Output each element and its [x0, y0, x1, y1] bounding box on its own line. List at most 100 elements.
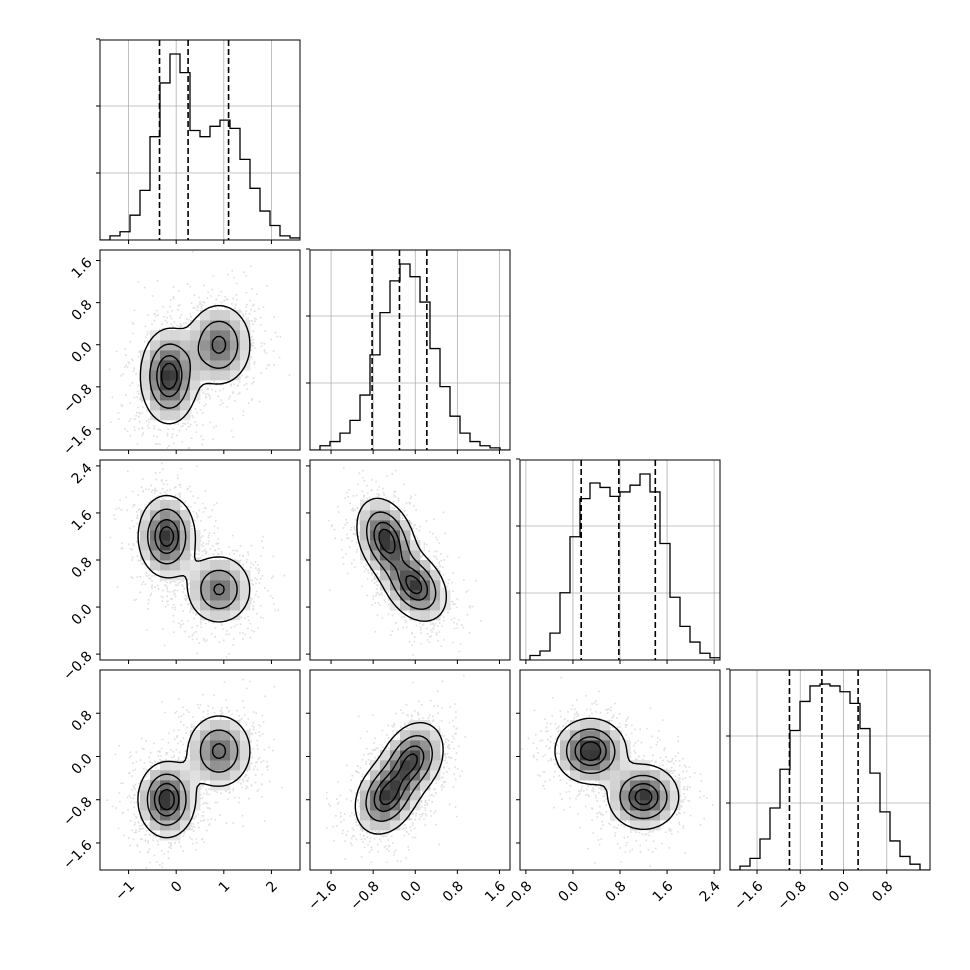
density-cell: [420, 590, 431, 601]
density-cell: [150, 400, 161, 411]
density-cell: [380, 800, 391, 811]
density-cell: [630, 760, 641, 771]
density-cell: [400, 530, 411, 541]
density-cell: [360, 510, 371, 521]
scatter-panel-4-3: [516, 669, 721, 874]
density-cell: [160, 760, 171, 771]
density-cell: [180, 330, 191, 341]
density-cell: [400, 750, 411, 761]
density-cell: [370, 820, 381, 831]
density-cell: [160, 500, 171, 511]
contour-line: [356, 497, 447, 622]
density-cell: [140, 360, 151, 371]
density-cell: [410, 560, 421, 571]
density-cell: [600, 780, 611, 791]
density-cell: [230, 590, 241, 601]
density-cell: [610, 760, 621, 771]
density-cell: [240, 740, 251, 751]
panel-frame: [309, 249, 511, 451]
density-cell: [190, 390, 201, 401]
density-cell: [190, 560, 201, 571]
density-cell: [140, 370, 151, 381]
density-cell: [420, 570, 431, 581]
density-cell: [240, 570, 251, 581]
density-cell: [160, 380, 171, 391]
density-cell: [600, 770, 611, 781]
density-cell: [370, 550, 381, 561]
density-cell: [420, 580, 431, 591]
density-cell: [230, 360, 241, 371]
density-cell: [230, 310, 241, 321]
density-cell: [640, 790, 651, 801]
density-cell: [200, 730, 211, 741]
density-cell: [190, 790, 201, 801]
contour-line: [160, 362, 178, 390]
density-cell: [220, 770, 231, 781]
density-cell: [570, 730, 581, 741]
density-cell: [230, 750, 241, 761]
density-cell: [180, 370, 191, 381]
density-cell: [170, 770, 181, 781]
density-cell: [370, 540, 381, 551]
panel-frame: [99, 669, 301, 871]
contour-line: [379, 753, 418, 806]
density-cell: [620, 810, 631, 821]
contour-line: [146, 729, 239, 826]
density-cell: [200, 570, 211, 581]
density-cell: [230, 330, 241, 341]
density-cell: [190, 750, 201, 761]
density-cell: [400, 780, 411, 791]
density-cell: [410, 570, 421, 581]
density-cell: [170, 810, 181, 821]
density-cell: [160, 510, 171, 521]
density-cell: [230, 760, 241, 771]
density-cell: [420, 720, 431, 731]
density-cell: [400, 560, 411, 571]
density-cell: [590, 730, 601, 741]
density-cell: [400, 770, 411, 781]
density-cell: [190, 730, 201, 741]
contour-line: [147, 508, 238, 610]
density-cell: [180, 560, 191, 571]
density-cell: [640, 800, 651, 811]
density-cell: [160, 330, 171, 341]
density-cell: [170, 510, 181, 521]
x-tick-label: −0.8: [775, 878, 810, 913]
density-cell: [400, 790, 411, 801]
density-cell: [220, 560, 231, 571]
density-cell: [410, 590, 421, 601]
density-cell: [180, 770, 191, 781]
density-cell: [240, 350, 251, 361]
density-cell: [390, 580, 401, 591]
density-cell: [190, 780, 201, 791]
density-cell: [230, 560, 241, 571]
density-cell: [580, 740, 591, 751]
density-cell: [400, 760, 411, 771]
density-cell: [390, 520, 401, 531]
density-cell: [420, 560, 431, 571]
density-cell: [620, 750, 631, 761]
density-cell: [380, 550, 391, 561]
contour-line: [373, 745, 425, 813]
density-cell: [200, 580, 211, 591]
density-cell: [390, 550, 401, 561]
x-tick-label: 0.0: [555, 878, 582, 905]
density-cell: [230, 340, 241, 351]
density-cell: [580, 750, 591, 761]
density-cell: [190, 340, 201, 351]
histogram-step: [520, 473, 720, 660]
density-cell: [380, 820, 391, 831]
density-cell: [210, 310, 221, 321]
density-cell: [360, 820, 371, 831]
density-cell: [190, 770, 201, 781]
contour-line: [579, 741, 653, 806]
density-cell: [140, 520, 151, 531]
density-cell: [660, 810, 671, 821]
density-cell: [220, 590, 231, 601]
histogram-panel-2: [306, 248, 511, 454]
density-cell: [380, 750, 391, 761]
density-cell: [160, 560, 171, 571]
density-cell: [220, 570, 231, 581]
density-cell: [630, 800, 641, 811]
density-cell: [360, 800, 371, 811]
